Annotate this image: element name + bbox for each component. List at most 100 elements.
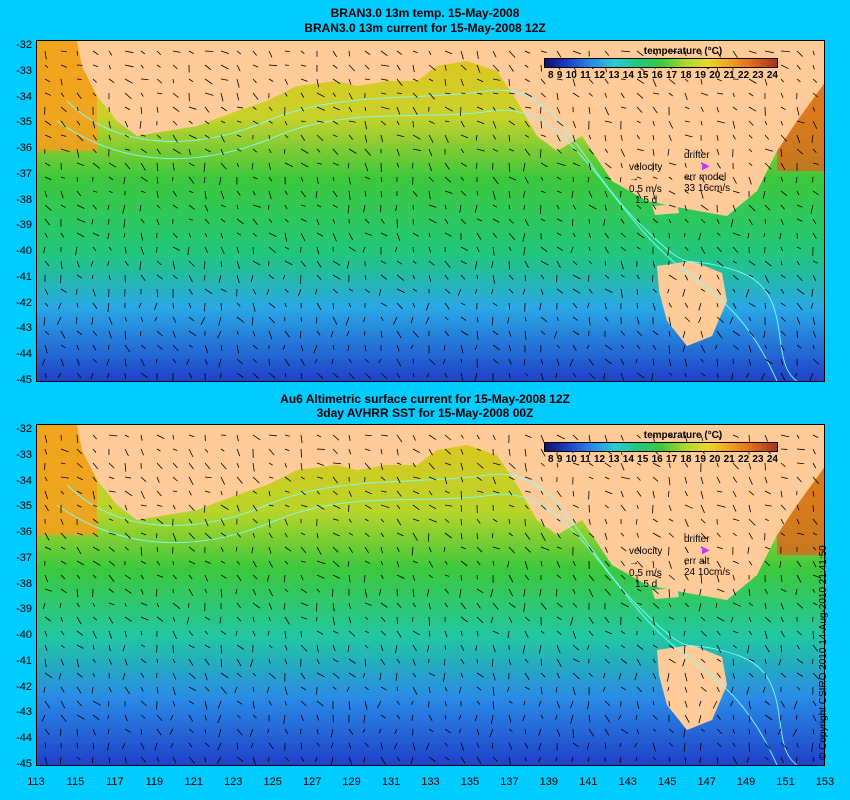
current-vector	[412, 644, 417, 652]
current-vector	[380, 134, 384, 143]
current-vector	[138, 302, 142, 308]
current-vector	[428, 260, 435, 266]
current-vector	[716, 330, 723, 339]
current-vector	[444, 476, 448, 485]
current-vector	[747, 546, 750, 554]
y-tick-label: -43	[16, 706, 32, 719]
current-vector	[172, 358, 177, 363]
current-vector	[716, 358, 719, 367]
current-vector	[460, 302, 466, 306]
current-vector	[252, 302, 256, 312]
current-vector	[267, 630, 270, 636]
current-vector	[140, 162, 146, 171]
current-vector	[780, 532, 785, 537]
current-vector	[572, 490, 575, 497]
current-vector	[59, 728, 62, 736]
current-vector	[796, 462, 805, 465]
current-vector	[572, 630, 577, 639]
current-vector	[620, 288, 623, 298]
current-vector	[796, 64, 801, 70]
current-vector	[172, 602, 181, 610]
current-vector	[234, 686, 238, 694]
current-vector	[540, 672, 546, 678]
current-vector	[636, 302, 639, 309]
current-vector	[204, 344, 209, 354]
current-vector	[748, 316, 752, 322]
current-vector	[60, 120, 66, 128]
current-vector	[188, 50, 195, 54]
current-vector	[332, 218, 336, 224]
current-vector	[812, 476, 820, 485]
current-vector	[474, 714, 478, 722]
current-vector	[443, 658, 446, 666]
current-vector	[700, 106, 704, 112]
current-vector	[250, 742, 254, 748]
current-vector	[172, 504, 176, 510]
current-vector	[460, 532, 463, 540]
current-vector	[60, 476, 69, 479]
current-vector	[139, 330, 142, 336]
current-vector	[524, 260, 529, 269]
current-vector	[411, 700, 414, 705]
current-vector	[76, 588, 79, 598]
colorbar-tick: 18	[680, 454, 692, 465]
current-vector	[204, 728, 207, 734]
current-vector	[588, 92, 593, 97]
current-vector	[586, 344, 590, 349]
current-vector	[587, 176, 590, 183]
current-vector	[108, 588, 115, 593]
current-vector	[508, 148, 515, 152]
current-vector	[156, 756, 160, 763]
current-vector	[348, 50, 351, 57]
current-vector	[315, 616, 318, 622]
current-vector	[812, 64, 815, 70]
current-vector	[396, 358, 402, 367]
current-vector	[492, 344, 501, 351]
current-vector	[604, 148, 609, 153]
current-vector	[412, 330, 419, 338]
current-vector	[684, 616, 687, 622]
current-vector	[188, 162, 195, 167]
current-vector	[108, 602, 115, 606]
current-vector	[92, 462, 99, 470]
current-vector	[444, 274, 449, 280]
current-vector	[252, 190, 256, 196]
current-vector	[300, 218, 307, 222]
current-vector	[44, 330, 50, 336]
current-vector	[764, 700, 771, 706]
current-vector	[364, 588, 368, 598]
current-vector	[124, 588, 132, 594]
current-vector	[204, 92, 214, 96]
current-vector	[444, 434, 452, 441]
current-vector	[172, 658, 176, 664]
current-vector	[316, 204, 322, 208]
current-vector	[809, 372, 814, 381]
current-vector	[732, 504, 737, 512]
current-vector	[588, 106, 591, 115]
current-vector	[460, 434, 464, 439]
current-vector	[43, 246, 46, 254]
current-vector	[410, 756, 414, 765]
current-vector	[684, 302, 689, 308]
current-vector	[76, 490, 83, 495]
current-vector	[540, 518, 545, 527]
current-vector	[524, 78, 530, 83]
current-vector	[572, 78, 576, 87]
current-vector	[556, 462, 559, 468]
current-vector	[444, 756, 450, 761]
current-vector	[284, 462, 287, 468]
current-vector	[44, 588, 52, 592]
current-vector	[508, 448, 511, 456]
current-vector	[652, 658, 656, 664]
current-vector	[252, 434, 261, 441]
current-vector	[44, 574, 49, 583]
current-vector	[780, 78, 784, 83]
current-vector	[619, 176, 622, 183]
current-vector	[268, 560, 273, 568]
current-vector	[667, 490, 670, 498]
current-vector	[90, 372, 94, 380]
current-vector	[188, 434, 195, 438]
current-vector	[236, 204, 239, 210]
current-vector	[668, 204, 676, 208]
current-vector	[44, 288, 49, 295]
